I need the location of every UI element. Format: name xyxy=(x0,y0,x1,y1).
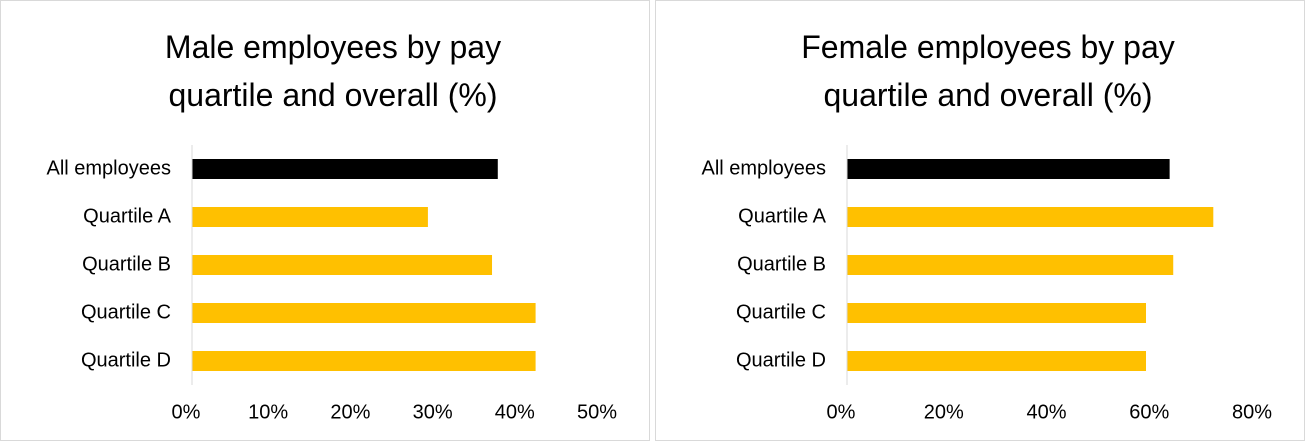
chart-panel: Female employees by pay quartile and ove… xyxy=(655,0,1305,441)
y-tick-label: Quartile C xyxy=(736,301,826,323)
y-tick-label: Quartile B xyxy=(82,253,171,275)
x-tick-label: 80% xyxy=(1232,401,1272,423)
bar xyxy=(192,159,498,179)
x-tick-label: 30% xyxy=(413,401,453,423)
x-tick-label: 20% xyxy=(330,401,370,423)
x-tick-label: 0% xyxy=(827,401,856,423)
y-tick-label: Quartile C xyxy=(81,301,171,323)
bar xyxy=(847,207,1214,227)
x-tick-label: 50% xyxy=(577,401,617,423)
chart-panel: Male employees by pay quartile and overa… xyxy=(0,0,650,441)
x-tick-label: 10% xyxy=(248,401,288,423)
y-tick-label: Quartile D xyxy=(81,349,171,371)
chart-title: Female employees by pay quartile and ove… xyxy=(801,29,1175,113)
x-tick-label: 40% xyxy=(1026,401,1066,423)
y-tick-label: Quartile A xyxy=(83,205,171,227)
y-tick-label: All employees xyxy=(46,157,171,179)
x-tick-label: 60% xyxy=(1129,401,1169,423)
bar xyxy=(192,207,428,227)
chart-title: Male employees by pay quartile and overa… xyxy=(164,29,502,113)
y-tick-label: Quartile B xyxy=(737,253,826,275)
bar xyxy=(847,255,1174,275)
bar xyxy=(847,351,1147,371)
y-tick-label: Quartile A xyxy=(738,205,826,227)
x-tick-label: 40% xyxy=(495,401,535,423)
bar xyxy=(847,159,1170,179)
x-tick-label: 0% xyxy=(172,401,201,423)
bar xyxy=(847,303,1147,323)
chart: 0% 10% 20% 30% 40% 50% All employees Quartile A… xyxy=(46,145,617,423)
bar xyxy=(192,255,493,275)
bar xyxy=(192,303,536,323)
chart: 0% 20% 40% 60% 80% All employees Quartile A Qua… xyxy=(701,145,1272,423)
bar xyxy=(192,351,536,371)
x-tick-label: 20% xyxy=(924,401,964,423)
y-tick-label: Quartile D xyxy=(736,349,826,371)
y-tick-label: All employees xyxy=(701,157,826,179)
